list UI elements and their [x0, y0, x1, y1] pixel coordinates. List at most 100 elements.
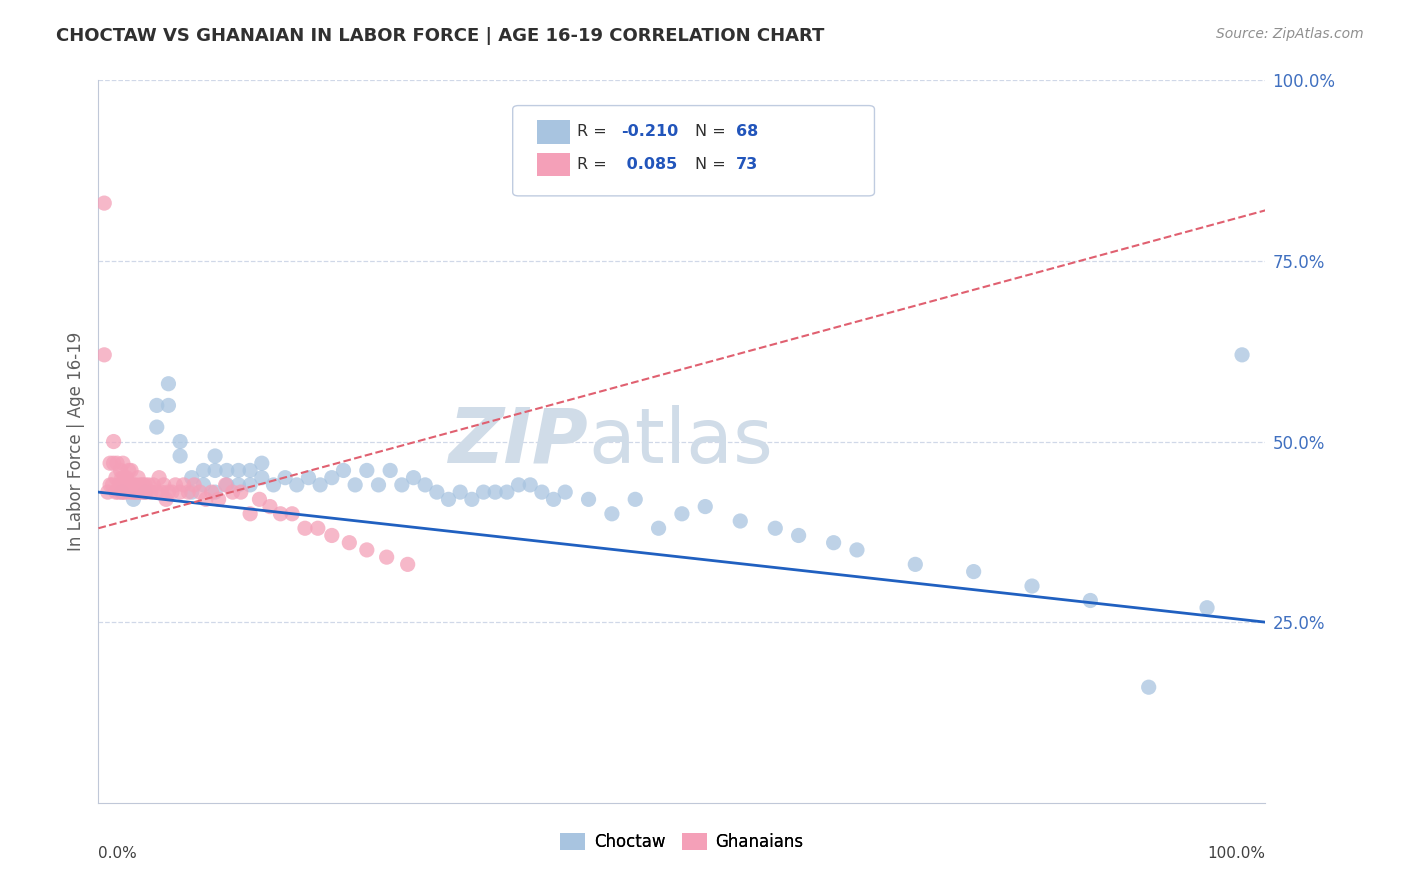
Point	[165, 478, 187, 492]
Point	[104, 485, 127, 500]
Point	[193, 478, 215, 492]
Point	[496, 485, 519, 500]
Point	[120, 463, 142, 477]
Point	[375, 550, 398, 565]
Point	[250, 456, 273, 470]
Bar	[537, 120, 569, 144]
Y-axis label: In Labor Force | Age 16-19: In Labor Force | Age 16-19	[66, 332, 84, 551]
Point	[391, 478, 413, 492]
Text: R =: R =	[576, 157, 612, 171]
Point	[157, 485, 180, 500]
Point	[134, 485, 156, 500]
FancyBboxPatch shape	[513, 105, 875, 196]
Point	[449, 485, 471, 500]
Point	[169, 485, 191, 500]
Point	[146, 485, 169, 500]
Point	[239, 463, 262, 477]
Point	[155, 492, 177, 507]
Point	[332, 463, 354, 477]
Point	[356, 463, 378, 477]
Point	[125, 485, 148, 500]
Point	[103, 434, 125, 449]
Point	[118, 485, 141, 500]
Point	[169, 434, 191, 449]
Point	[128, 485, 150, 500]
Text: 100.0%: 100.0%	[1208, 847, 1265, 861]
Point	[117, 478, 139, 492]
Point	[183, 478, 205, 492]
Point	[763, 521, 786, 535]
Point	[367, 478, 389, 492]
Point	[103, 456, 125, 470]
Point	[846, 542, 869, 557]
Point	[249, 492, 271, 507]
Point	[207, 492, 229, 507]
Point	[402, 470, 425, 484]
Point	[337, 535, 360, 549]
Text: R =: R =	[576, 124, 612, 139]
Point	[201, 485, 224, 500]
Point	[98, 456, 121, 470]
Legend: Choctaw, Ghanaians: Choctaw, Ghanaians	[553, 825, 811, 860]
Point	[169, 449, 191, 463]
Point	[380, 463, 402, 477]
Point	[129, 478, 152, 492]
Point	[1195, 600, 1218, 615]
Point	[180, 470, 202, 484]
Text: Source: ZipAtlas.com: Source: ZipAtlas.com	[1216, 27, 1364, 41]
Point	[134, 478, 156, 492]
Point	[105, 456, 128, 470]
Point	[138, 478, 160, 492]
Text: 0.085: 0.085	[621, 157, 678, 171]
Point	[188, 485, 211, 500]
Point	[194, 492, 217, 507]
Point	[122, 478, 145, 492]
Point	[647, 521, 669, 535]
Point	[120, 478, 142, 492]
Point	[112, 470, 135, 484]
Point	[114, 485, 136, 500]
Point	[124, 485, 146, 500]
Point	[111, 456, 134, 470]
Point	[396, 558, 419, 572]
Point	[321, 528, 343, 542]
Point	[274, 470, 297, 484]
Point	[215, 463, 238, 477]
Point	[624, 492, 647, 507]
Point	[671, 507, 693, 521]
Point	[508, 478, 530, 492]
Text: N =: N =	[695, 157, 731, 171]
Point	[127, 470, 149, 484]
Text: 73: 73	[735, 157, 758, 171]
Text: atlas: atlas	[589, 405, 773, 478]
Point	[204, 449, 226, 463]
Point	[519, 478, 541, 492]
Point	[484, 485, 506, 500]
Point	[111, 470, 134, 484]
Point	[472, 485, 495, 500]
Point	[152, 478, 174, 492]
Point	[426, 485, 449, 500]
Point	[285, 478, 308, 492]
Point	[578, 492, 600, 507]
Point	[730, 514, 752, 528]
Point	[269, 507, 291, 521]
Point	[904, 558, 927, 572]
Point	[101, 478, 124, 492]
Text: ZIP: ZIP	[449, 405, 589, 478]
Point	[297, 470, 319, 484]
Point	[344, 478, 367, 492]
Text: -0.210: -0.210	[621, 124, 679, 139]
Point	[229, 485, 252, 500]
Point	[122, 485, 145, 500]
Point	[321, 470, 343, 484]
Text: N =: N =	[695, 124, 731, 139]
Point	[695, 500, 717, 514]
Point	[135, 485, 157, 500]
Point	[108, 478, 131, 492]
Point	[437, 492, 460, 507]
Point	[1137, 680, 1160, 694]
Point	[543, 492, 565, 507]
Point	[215, 478, 238, 492]
Point	[93, 348, 115, 362]
